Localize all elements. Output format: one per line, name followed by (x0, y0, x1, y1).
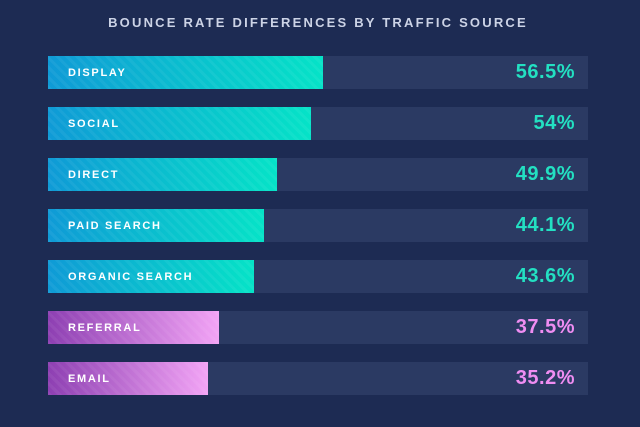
bar-row: 54% SOCIAL (48, 107, 588, 140)
chart-title: BOUNCE RATE DIFFERENCES BY TRAFFIC SOURC… (108, 15, 528, 30)
bar-value: 44.1% (515, 214, 575, 236)
bar-label: SOCIAL (68, 117, 120, 130)
bar-rows: 56.5% DISPLAY 54% SOCIAL 49.9% DIRECT 44.1% PAI… (48, 56, 588, 395)
bar-row: 37.5% REFERRAL (48, 311, 588, 344)
bar: DIRECT (48, 158, 277, 191)
bar-label: DISPLAY (68, 66, 127, 79)
bar-label: ORGANIC SEARCH (68, 270, 194, 283)
bar-row: 35.2% EMAIL (48, 362, 588, 395)
bar: SOCIAL (48, 107, 311, 140)
bar-row: 43.6% ORGANIC SEARCH (48, 260, 588, 293)
bar: PAID SEARCH (48, 209, 264, 242)
bar-label: EMAIL (68, 372, 111, 385)
bar-value: 49.9% (515, 163, 575, 185)
bar-row: 49.9% DIRECT (48, 158, 588, 191)
bar-value: 56.5% (515, 61, 575, 83)
bar-row: 56.5% DISPLAY (48, 56, 588, 89)
bar-value: 54% (533, 112, 575, 134)
bar: EMAIL (48, 362, 208, 395)
bar-value: 35.2% (515, 367, 575, 389)
bar: REFERRAL (48, 311, 220, 344)
bar-label: PAID SEARCH (68, 219, 162, 232)
bar-value: 43.6% (515, 265, 575, 287)
bar-row: 44.1% PAID SEARCH (48, 209, 588, 242)
bar: ORGANIC SEARCH (48, 260, 254, 293)
bar-label: DIRECT (68, 168, 120, 181)
bar-value: 37.5% (515, 316, 575, 338)
bar: DISPLAY (48, 56, 323, 89)
bar-label: REFERRAL (68, 321, 142, 334)
